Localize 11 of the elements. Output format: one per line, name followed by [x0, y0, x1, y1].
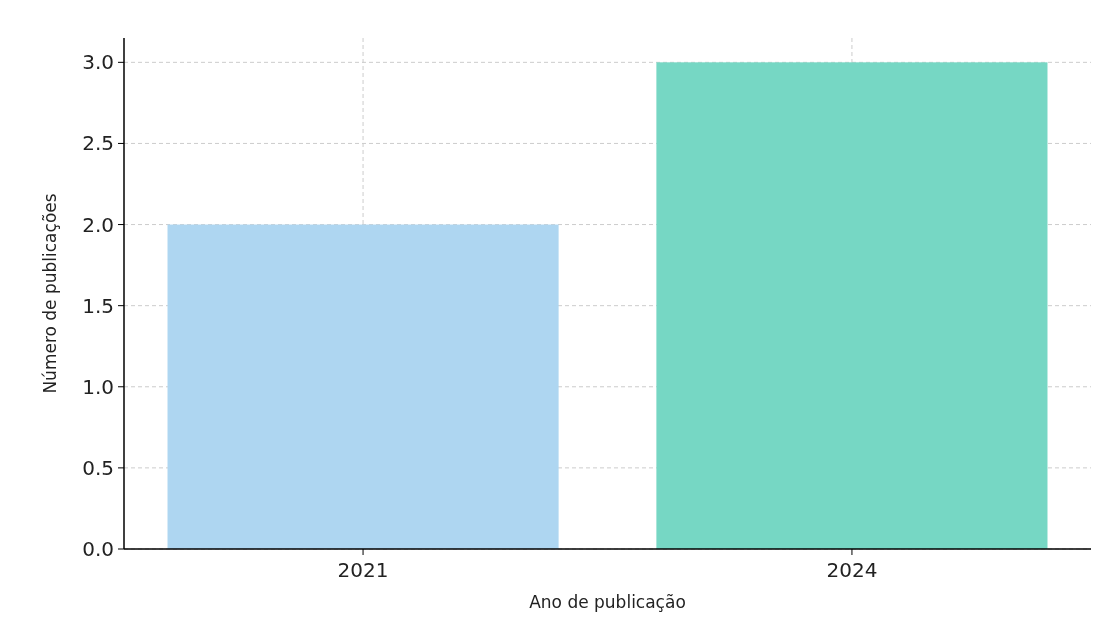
x-axis-title: Ano de publicação: [529, 592, 686, 612]
x-tick-label: 2021: [337, 558, 389, 582]
x-tick-label: 2024: [826, 558, 878, 582]
y-tick-label: 1.0: [82, 374, 114, 399]
y-tick-label: 2.5: [82, 131, 114, 156]
y-tick-label: 0.5: [82, 455, 114, 480]
y-axis-title: Número de publicações: [40, 193, 60, 394]
y-tick-label: 0.0: [82, 537, 114, 561]
y-tick-label: 3.0: [82, 50, 114, 75]
y-tick-label: 1.5: [82, 293, 114, 318]
y-tick-label: 2.0: [82, 212, 114, 237]
